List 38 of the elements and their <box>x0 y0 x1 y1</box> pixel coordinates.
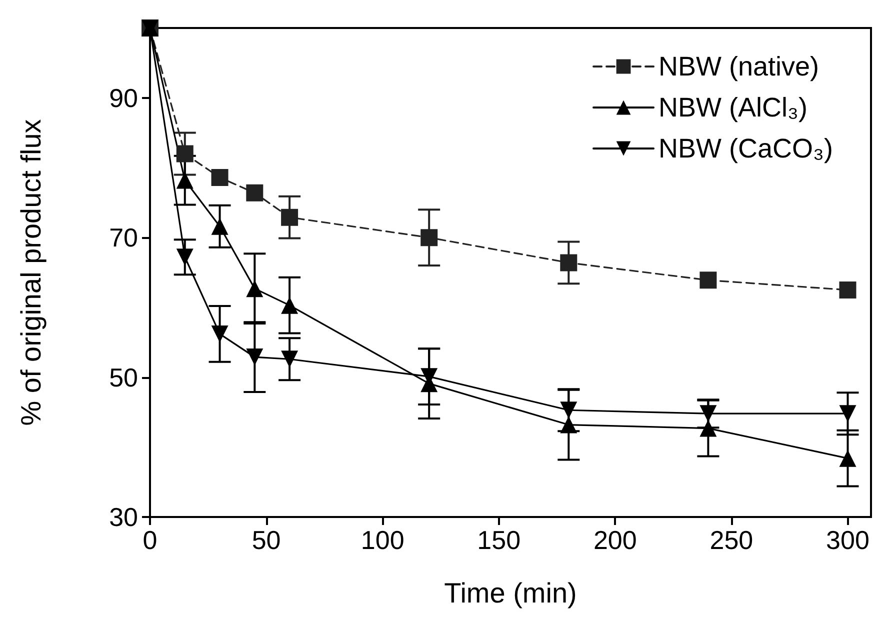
y-tick-label: 30 <box>109 502 138 532</box>
point <box>700 420 717 437</box>
x-tick-label: 300 <box>826 525 870 555</box>
point <box>176 172 194 189</box>
x-tick-label: 150 <box>477 525 521 555</box>
point <box>246 280 264 298</box>
point <box>560 254 578 272</box>
y-tick-label: 70 <box>109 222 138 253</box>
point <box>211 325 228 342</box>
y-tick-label: 90 <box>109 82 138 113</box>
x-tick-label: 0 <box>142 525 158 555</box>
point <box>211 168 228 186</box>
legend-label: NBW (AlCl₃) <box>658 92 808 122</box>
point <box>700 272 717 289</box>
x-axis-title: Time (min) <box>444 578 577 608</box>
x-tick-label: 50 <box>252 525 281 555</box>
x-tick-label: 250 <box>710 525 754 555</box>
point <box>281 208 298 226</box>
point <box>420 229 438 246</box>
point <box>176 145 194 162</box>
legend-label: NBW (native) <box>658 52 820 82</box>
y-axis-title: % of original product flux <box>16 119 46 426</box>
point <box>700 405 717 422</box>
point <box>281 296 298 314</box>
point <box>211 218 228 235</box>
x-tick-label: 200 <box>593 525 637 555</box>
legend-label: NBW (CaCO₃) <box>658 134 834 164</box>
point <box>246 348 264 366</box>
point <box>560 416 578 434</box>
point <box>839 405 856 422</box>
y-tick-label: 50 <box>109 362 138 392</box>
point <box>246 184 264 202</box>
point <box>839 281 856 298</box>
point <box>839 450 856 467</box>
point <box>176 248 194 266</box>
point <box>560 402 578 419</box>
point <box>281 350 298 368</box>
x-tick-label: 100 <box>360 525 404 555</box>
